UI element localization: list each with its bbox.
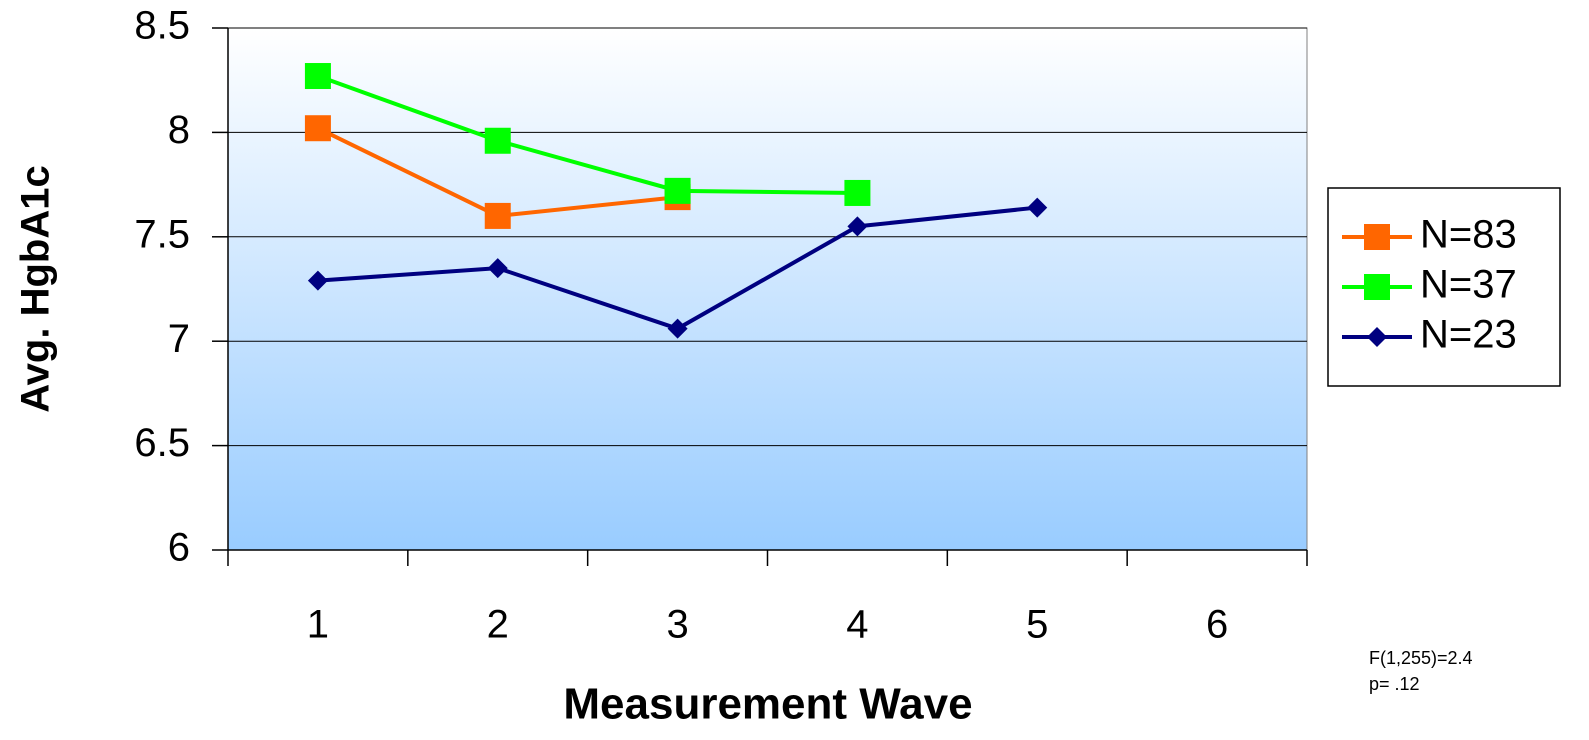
marker [304, 115, 331, 142]
marker [304, 63, 331, 90]
series-line [317, 74, 858, 195]
legend-marker [1364, 224, 1390, 250]
y-tick-label: 8.5 [134, 4, 190, 48]
legend-label: N=23 [1420, 313, 1517, 357]
legend-entries: N=83 N=37 N=23 [1342, 213, 1517, 357]
marker [667, 318, 688, 339]
marker [307, 270, 328, 291]
annotation: p= .12 [1369, 674, 1420, 694]
x-tick-label: 4 [846, 603, 868, 647]
y-tick-label: 7 [168, 317, 190, 361]
y-axis-title: Avg. HgbA1c [14, 165, 58, 412]
legend-marker [1364, 274, 1390, 300]
legend-label: N=83 [1420, 213, 1517, 257]
marker [1027, 197, 1048, 218]
marker [664, 177, 691, 204]
x-tick-label: 6 [1206, 603, 1228, 647]
y-tick-label: 7.5 [134, 212, 190, 256]
marker [487, 258, 508, 279]
x-tick-label: 2 [487, 603, 509, 647]
x-ticks: 1 2 3 4 5 6 [227, 550, 1308, 647]
annotation: F(1,255)=2.4 [1369, 648, 1473, 668]
x-tick-label: 3 [666, 603, 688, 647]
y-tick-label: 6 [168, 526, 190, 570]
x-tick-label: 5 [1026, 603, 1048, 647]
grid: 6 6.5 7 7.5 8 8.5 [134, 4, 1307, 570]
marker [484, 202, 511, 229]
x-tick-label: 1 [307, 603, 329, 647]
marker [484, 127, 511, 154]
legend-label: N=37 [1420, 263, 1517, 307]
legend-marker [1367, 327, 1387, 347]
marker [844, 179, 871, 206]
series [304, 63, 1048, 339]
y-tick-label: 6.5 [134, 421, 190, 465]
y-tick-label: 8 [168, 108, 190, 152]
x-axis-title: Measurement Wave [563, 680, 972, 729]
plot-area [227, 27, 1308, 551]
marker [847, 216, 868, 237]
